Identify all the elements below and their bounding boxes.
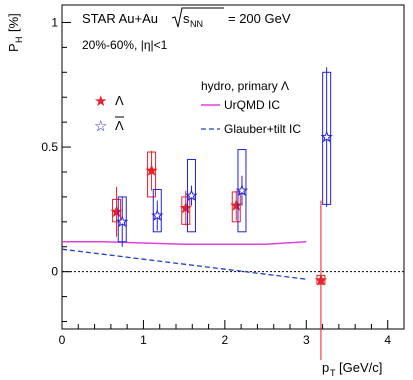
y-axis-label-main: P	[6, 43, 21, 52]
x-tick-label: 1	[140, 333, 147, 347]
legend-antilambda-marker: ☆	[94, 118, 107, 135]
lambda-point	[230, 199, 243, 211]
legend-glauber-label: Glauber+tilt IC	[224, 122, 301, 136]
legend-lambda-marker: ★	[94, 93, 107, 110]
energy-label: s NN = 200 GeV	[171, 7, 291, 29]
x-axis-label-sub: T	[330, 368, 336, 378]
energy-sqrt: s	[183, 11, 190, 26]
legend-antilambda-label: Λ	[115, 118, 124, 133]
y-tick-label: 1	[51, 15, 58, 29]
sqrt-sign	[171, 7, 224, 28]
antilambda-sys-box	[152, 188, 162, 233]
energy-sub: NN	[190, 19, 203, 29]
legend-hydro: hydro, primary Λ UrQMD IC Glauber+tilt I…	[201, 79, 301, 136]
antilambda-point	[185, 189, 198, 201]
y-axis-label-sub: H	[14, 37, 24, 44]
legend-lambda-label: Λ	[115, 93, 124, 108]
legend-urqmd-label: UrQMD IC	[224, 98, 280, 112]
y-tick-label: 0	[51, 265, 58, 279]
antilambda-point	[320, 130, 333, 143]
antilambda-point	[151, 209, 164, 221]
plot-frame	[61, 4, 405, 330]
y-tick-label: 0.5	[41, 140, 58, 154]
plot-area: 0 1 2 3 4 0 0.5 1	[41, 4, 405, 361]
lambda-point	[314, 273, 328, 286]
lambda-point	[179, 201, 192, 214]
antilambda-sys-box	[237, 149, 247, 233]
chart-title: STAR Au+Au	[82, 11, 158, 26]
x-tick-label: 3	[303, 333, 310, 347]
y-axis-label: P H [%]	[6, 13, 24, 52]
legend-hydro-title: hydro, primary Λ	[201, 79, 289, 93]
x-axis-label: p T [GeV/c]	[322, 360, 382, 378]
antilambda-sys-box	[186, 159, 196, 233]
x-tick-label: 0	[59, 333, 66, 347]
x-axis-label-unit: [GeV/c]	[339, 360, 382, 375]
x-tick-label: 2	[222, 333, 229, 347]
legend-data: ★ Λ ☆ Λ	[94, 93, 124, 135]
x-tick-label: 4	[384, 333, 391, 347]
y-axis-label-unit: [%]	[6, 13, 21, 32]
lambda-point	[145, 164, 158, 176]
centrality-label: 20%-60%, |η|<1	[82, 38, 168, 52]
antilambda-point	[116, 215, 129, 228]
x-axis-label-main: p	[322, 360, 329, 375]
antilambda-point	[235, 184, 249, 196]
lambda-point	[110, 205, 123, 218]
glauber-tilt-curve	[61, 248, 307, 280]
energy-value: = 200 GeV	[228, 11, 291, 26]
urqmd-curve	[62, 241, 307, 246]
